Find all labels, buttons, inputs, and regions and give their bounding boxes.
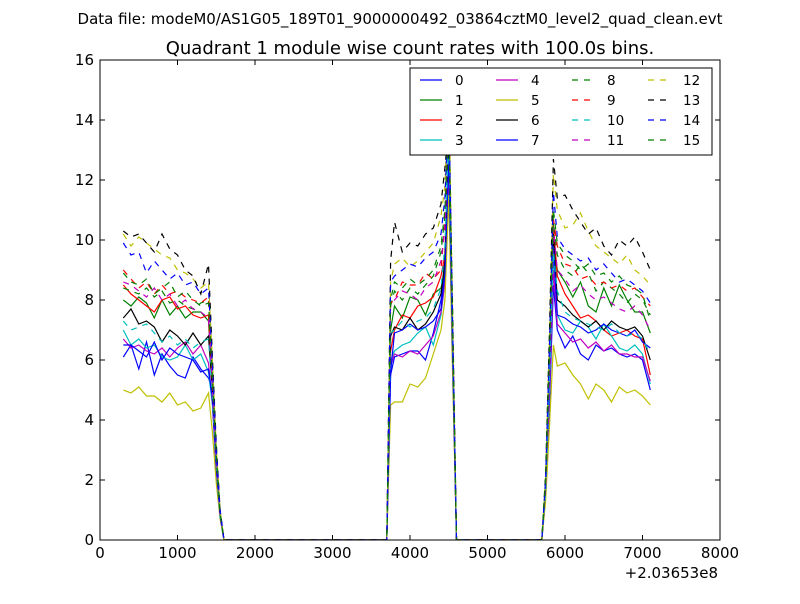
y-tick-label: 2 bbox=[84, 471, 94, 489]
legend-label-7: 7 bbox=[531, 133, 540, 149]
chart-title: Quadrant 1 module wise count rates with … bbox=[166, 38, 655, 59]
x-tick-label: 8000 bbox=[701, 544, 739, 562]
plot-area bbox=[122, 83, 651, 540]
legend-label-14: 14 bbox=[683, 113, 700, 129]
y-tick-label: 8 bbox=[84, 291, 94, 309]
series-line-7 bbox=[123, 155, 651, 540]
axes: 0 1000 2000 3000 4000 5000 6000 7000 80000246810… bbox=[75, 51, 739, 562]
x-tick-label: 3000 bbox=[313, 544, 351, 562]
x-tick-label: 1000 bbox=[158, 544, 196, 562]
series-line-13 bbox=[122, 125, 651, 540]
series-line-0 bbox=[122, 179, 651, 540]
legend-label-5: 5 bbox=[531, 93, 540, 109]
y-tick-label: 16 bbox=[75, 51, 94, 69]
series-line-5 bbox=[123, 194, 651, 540]
x-tick-label: 2000 bbox=[236, 544, 274, 562]
legend-label-9: 9 bbox=[607, 93, 616, 109]
y-tick-label: 10 bbox=[75, 231, 94, 249]
legend-label-1: 1 bbox=[455, 93, 464, 109]
series-line-15 bbox=[122, 119, 651, 540]
series-line-9 bbox=[122, 113, 651, 540]
x-tick-label: 7000 bbox=[623, 544, 661, 562]
series-line-11 bbox=[123, 95, 651, 540]
x-tick-label: 6000 bbox=[546, 544, 584, 562]
legend-label-15: 15 bbox=[683, 133, 700, 149]
legend-label-12: 12 bbox=[683, 73, 700, 89]
x-tick-label: 5000 bbox=[468, 544, 506, 562]
series-lines bbox=[122, 83, 651, 540]
series-line-12 bbox=[122, 83, 651, 540]
series-line-2 bbox=[122, 134, 651, 540]
legend-label-4: 4 bbox=[531, 73, 540, 89]
y-tick-label: 6 bbox=[84, 351, 94, 369]
legend-label-2: 2 bbox=[455, 113, 464, 129]
figure-suptitle: Data file: modeM0/AS1G05_189T01_90000004… bbox=[78, 10, 723, 29]
y-tick-label: 12 bbox=[75, 171, 94, 189]
y-tick-label: 0 bbox=[84, 531, 94, 549]
series-line-3 bbox=[122, 164, 651, 540]
legend-label-0: 0 bbox=[455, 73, 464, 89]
series-line-10 bbox=[122, 131, 651, 540]
legend-label-13: 13 bbox=[683, 93, 700, 109]
legend-label-6: 6 bbox=[531, 113, 540, 129]
y-tick-label: 14 bbox=[75, 111, 94, 129]
x-tick-label: 0 bbox=[95, 544, 105, 562]
x-offset-label: +2.03653e8 bbox=[625, 564, 718, 582]
series-line-1 bbox=[122, 149, 651, 540]
series-line-14 bbox=[122, 101, 651, 540]
legend-label-8: 8 bbox=[607, 73, 616, 89]
series-line-6 bbox=[122, 143, 651, 540]
y-tick-label: 4 bbox=[84, 411, 94, 429]
legend-label-10: 10 bbox=[607, 113, 624, 129]
legend-label-3: 3 bbox=[455, 133, 464, 149]
x-tick-label: 4000 bbox=[391, 544, 429, 562]
legend-label-11: 11 bbox=[607, 133, 624, 149]
